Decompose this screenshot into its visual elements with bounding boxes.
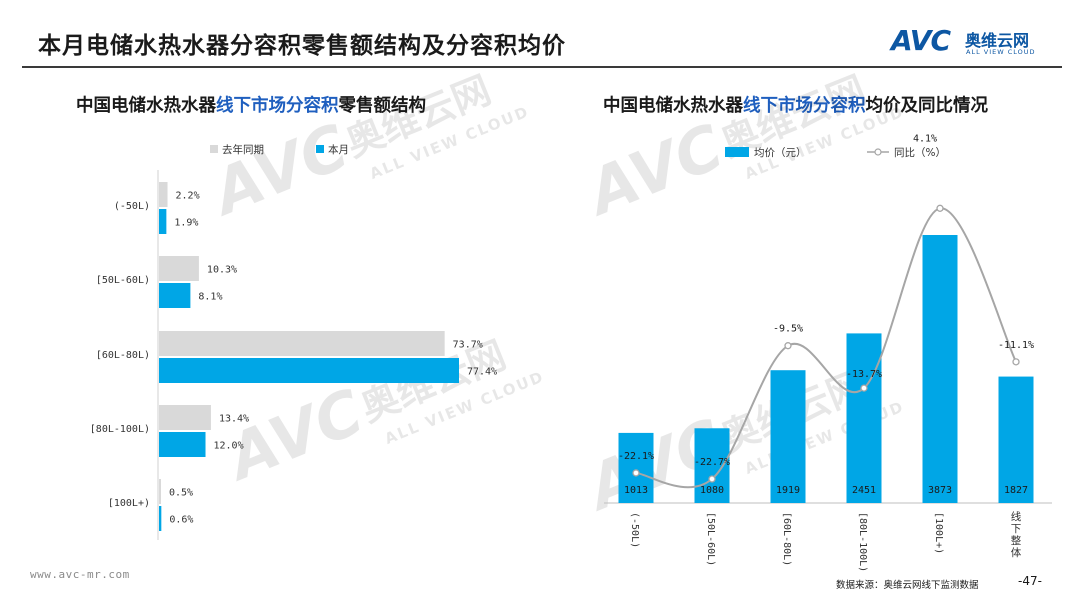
category-label: [60L-80L) — [781, 512, 792, 566]
data-label: 77.4% — [467, 367, 497, 378]
right-chart-title-post: 均价及同比情况 — [865, 96, 989, 116]
category-label: (-50L) — [629, 512, 640, 548]
data-label: 1.9% — [174, 218, 198, 229]
data-source-note: 数据来源：奥维云网线下监测数据 — [836, 580, 979, 591]
data-label: 1080 — [700, 485, 724, 496]
yoy-label: -13.7% — [846, 369, 882, 380]
yoy-point — [708, 475, 716, 483]
legend-swatch — [316, 145, 324, 153]
data-label: 2.2% — [176, 191, 200, 202]
svg-text:AVC: AVC — [214, 375, 373, 496]
data-label: 1919 — [776, 485, 800, 496]
legend-label: 均价（元） — [754, 147, 807, 159]
bar — [846, 333, 882, 503]
bar — [618, 432, 654, 503]
category-label: [60L-80L) — [96, 350, 150, 361]
left-chart-legend: 去年同期 本月 — [210, 143, 349, 156]
data-label: 13.4% — [219, 414, 249, 425]
left-chart-title-highlight: 线下市场分容积 — [216, 96, 339, 116]
right-chart-title-pre: 中国电储水热水器 — [603, 96, 743, 116]
yoy-label: 4.1% — [913, 133, 937, 144]
data-label: 8.1% — [198, 292, 222, 303]
category-label: 下 — [1011, 523, 1022, 535]
bar — [159, 256, 199, 281]
footer-url: www.avc-mr.com — [30, 568, 130, 581]
left-chart-title-pre: 中国电储水热水器 — [76, 96, 216, 116]
svg-text:AVC: AVC — [199, 110, 358, 231]
data-label: 0.6% — [169, 515, 193, 526]
yoy-label: -11.1% — [998, 340, 1034, 351]
yoy-label: -22.7% — [694, 457, 730, 468]
right-chart-title-highlight: 线下市场分容积 — [743, 96, 866, 116]
brand-name-en: ALL VIEW CLOUD — [966, 48, 1036, 56]
yoy-point — [632, 469, 640, 477]
right-chart-legend: 均价（元） 同比（%） — [725, 146, 946, 159]
yoy-label: -9.5% — [773, 324, 803, 335]
data-label: 1013 — [624, 485, 648, 496]
data-label: 10.3% — [207, 265, 237, 276]
category-label: 线 — [1011, 510, 1022, 523]
data-label: 73.7% — [453, 340, 483, 351]
category-label: (-50L) — [114, 201, 150, 212]
brand-name-cn: 奥维云网 — [965, 31, 1030, 50]
brand-mark: AVC — [891, 24, 951, 57]
left-chart-title: 中国电储水热水器线下市场分容积零售额结构 — [76, 92, 426, 117]
page-title: 本月电储水热水器分容积零售额结构及分容积均价 — [38, 33, 566, 59]
bar — [159, 182, 168, 207]
legend-label: 去年同期 — [222, 143, 264, 156]
category-label: [50L-60L) — [705, 512, 716, 566]
brand-logo: AVC 奥维云网 ALL VIEW CLOUD — [891, 22, 1061, 62]
data-label: 1827 — [1004, 485, 1028, 496]
data-label: 12.0% — [214, 441, 244, 452]
legend-marker — [874, 148, 882, 156]
svg-text:AVC: AVC — [574, 110, 733, 231]
bar — [159, 283, 191, 308]
bar — [159, 405, 211, 430]
yoy-point — [1012, 358, 1020, 366]
category-label: [100L+) — [933, 512, 944, 554]
legend-label: 同比（%） — [894, 146, 946, 159]
bar — [770, 370, 806, 503]
yoy-label: -22.1% — [618, 451, 654, 462]
yoy-point — [784, 342, 792, 350]
category-label: [100L+) — [108, 498, 150, 509]
bar — [159, 358, 459, 383]
bar — [159, 506, 162, 531]
legend-label: 本月 — [328, 143, 349, 156]
bar — [159, 209, 167, 234]
data-label: 2451 — [852, 485, 876, 496]
category-label: [50L-60L) — [96, 275, 150, 286]
category-label: [80L-100L) — [857, 512, 868, 572]
right-chart: 均价（元） 同比（%） 1013 1080 1919 2451 3873 1827 (-50L)… — [604, 133, 1052, 572]
header-divider — [22, 66, 1062, 68]
right-chart-title: 中国电储水热水器线下市场分容积均价及同比情况 — [603, 92, 988, 117]
yoy-point — [936, 204, 944, 212]
bar — [159, 331, 445, 356]
legend-swatch — [210, 145, 218, 153]
page-number: -47- — [1018, 574, 1042, 588]
data-label: 0.5% — [169, 488, 193, 499]
legend-swatch — [725, 147, 749, 157]
data-label: 3873 — [928, 485, 952, 496]
yoy-point — [860, 384, 868, 392]
category-label: 整 — [1011, 534, 1022, 547]
bar — [998, 376, 1034, 503]
bar — [159, 479, 161, 504]
bar — [159, 432, 206, 457]
category-label: [80L-100L) — [90, 424, 150, 435]
bar — [922, 235, 958, 503]
left-chart: 去年同期 本月 (-50L) 2.2% 1.9% [50L-60L) 10.3% 8.1% [6… — [90, 143, 497, 540]
category-label: 体 — [1011, 547, 1022, 559]
left-chart-title-post: 零售额结构 — [338, 96, 427, 116]
